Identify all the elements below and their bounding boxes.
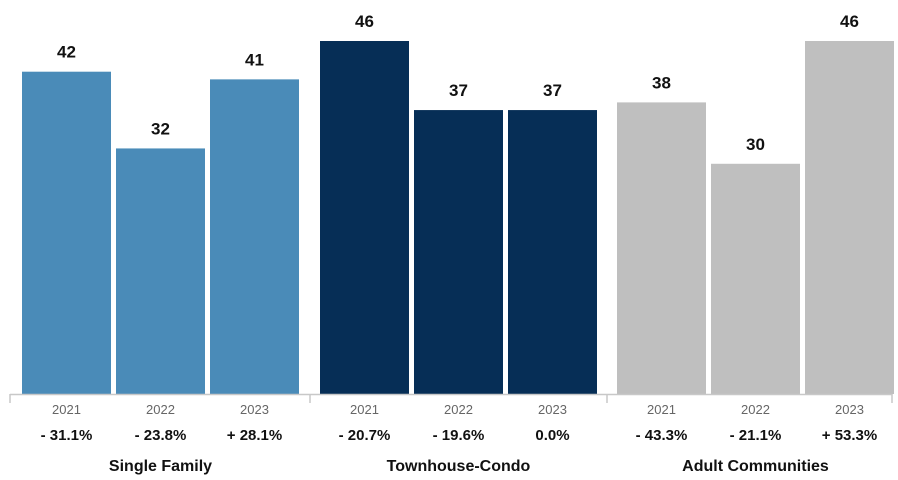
bar-value-label: 38 [652, 73, 671, 92]
change-label: - 31.1% [41, 427, 93, 444]
change-label: - 21.1% [730, 427, 782, 444]
group-label: Adult Communities [682, 458, 829, 475]
bar-value-label: 46 [355, 12, 374, 31]
change-label: + 53.3% [822, 427, 877, 444]
bars-layer [22, 41, 894, 395]
change-label: - 23.8% [135, 427, 187, 444]
year-label: 2023 [240, 402, 269, 417]
change-label: - 19.6% [433, 427, 485, 444]
x-axis [9, 393, 893, 403]
change-label: - 43.3% [636, 427, 688, 444]
bar-value-label: 42 [57, 43, 76, 62]
group-label: Townhouse-Condo [387, 458, 531, 475]
year-label: 2022 [741, 402, 770, 417]
bar-single-family-2021 [22, 71, 111, 395]
bar-adult-communities-2022 [711, 163, 800, 394]
bar-value-label: 37 [449, 81, 468, 100]
bar-single-family-2023 [210, 79, 299, 394]
labels-layer: 42 2021 - 31.1% 32 2022 - 23.8% 41 2023 + 28.1% S… [41, 12, 878, 475]
year-label: 2023 [835, 402, 864, 417]
change-label: 0.0% [535, 427, 569, 444]
bar-value-label: 37 [543, 81, 562, 100]
year-label: 2021 [52, 402, 81, 417]
year-label: 2022 [444, 402, 473, 417]
bar-single-family-2022 [116, 148, 205, 394]
bar-value-label: 41 [245, 50, 264, 69]
bar-townhouse-condo-2023 [508, 110, 597, 394]
year-label: 2022 [146, 402, 175, 417]
bar-townhouse-condo-2022 [414, 110, 503, 394]
year-label: 2021 [647, 402, 676, 417]
change-label: + 28.1% [227, 427, 282, 444]
group-label: Single Family [109, 458, 212, 475]
change-label: - 20.7% [339, 427, 391, 444]
year-label: 2023 [538, 402, 567, 417]
bar-townhouse-condo-2021 [320, 41, 409, 394]
bar-adult-communities-2023 [805, 41, 894, 394]
bar-value-label: 46 [840, 12, 859, 31]
bar-value-label: 32 [151, 119, 170, 138]
bar-value-label: 30 [746, 135, 765, 154]
year-label: 2021 [350, 402, 379, 417]
bar-adult-communities-2021 [617, 102, 706, 395]
